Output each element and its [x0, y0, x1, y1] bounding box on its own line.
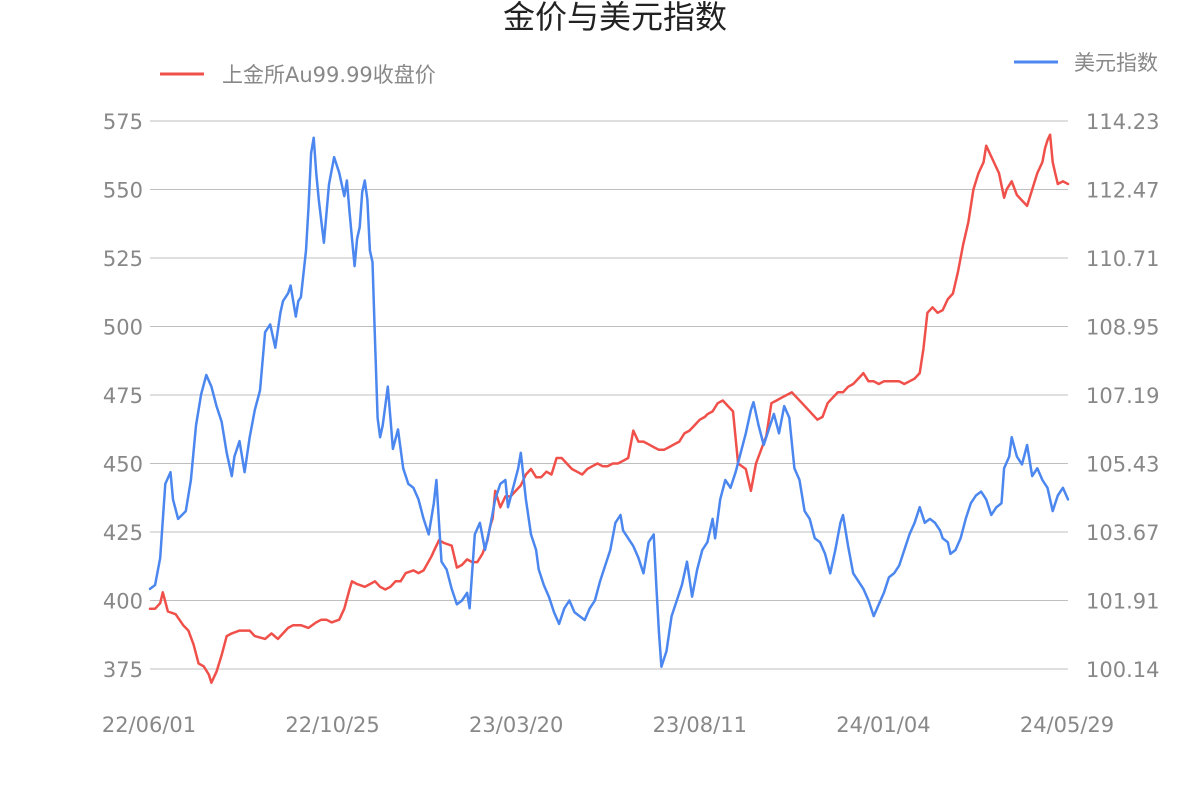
y-right-tick-label: 103.67	[1086, 521, 1159, 545]
series-lines	[148, 133, 1070, 684]
gridlines	[150, 120, 1068, 670]
series-line-gold	[148, 133, 1070, 684]
y-right-tick-label: 101.91	[1086, 590, 1159, 614]
legend: 上金所Au99.99收盘价 美元指数	[160, 51, 1158, 87]
x-axis: 22/06/01 22/10/25 23/03/20 23/08/11 24/01/04…	[102, 713, 1114, 737]
x-tick-label: 24/01/04	[836, 713, 930, 737]
y-left-tick-label: 500	[103, 316, 143, 340]
y-left-tick-label: 550	[103, 179, 143, 203]
y-left-tick-label: 400	[103, 590, 143, 614]
y-right-tick-label: 110.71	[1086, 247, 1159, 271]
x-tick-label: 23/03/20	[469, 713, 563, 737]
x-tick-label: 22/06/01	[102, 713, 196, 737]
legend-label-gold: 上金所Au99.99收盘价	[222, 63, 436, 87]
y-right-tick-label: 100.14	[1086, 658, 1159, 682]
y-axis-left: 375 400 425 450 475 500 525 550 575	[103, 110, 143, 682]
y-left-tick-label: 425	[103, 521, 143, 545]
y-right-tick-label: 107.19	[1086, 384, 1159, 408]
chart-title: 金价与美元指数	[503, 0, 727, 36]
y-left-tick-label: 450	[103, 453, 143, 477]
y-right-tick-label: 108.95	[1086, 316, 1159, 340]
y-axis-right: 100.14 101.91 103.67 105.43 107.19 108.95 110.…	[1086, 110, 1159, 682]
y-left-tick-label: 475	[103, 384, 143, 408]
y-left-tick-label: 375	[103, 658, 143, 682]
x-tick-label: 24/05/29	[1020, 713, 1114, 737]
y-left-tick-label: 525	[103, 247, 143, 271]
x-tick-label: 23/08/11	[653, 713, 747, 737]
y-right-tick-label: 105.43	[1086, 453, 1159, 477]
y-right-tick-label: 114.23	[1086, 110, 1159, 134]
x-tick-label: 22/10/25	[285, 713, 379, 737]
legend-label-usd: 美元指数	[1074, 51, 1158, 75]
y-left-tick-label: 575	[103, 110, 143, 134]
y-right-tick-label: 112.47	[1086, 179, 1159, 203]
series-line-usd	[148, 136, 1070, 668]
